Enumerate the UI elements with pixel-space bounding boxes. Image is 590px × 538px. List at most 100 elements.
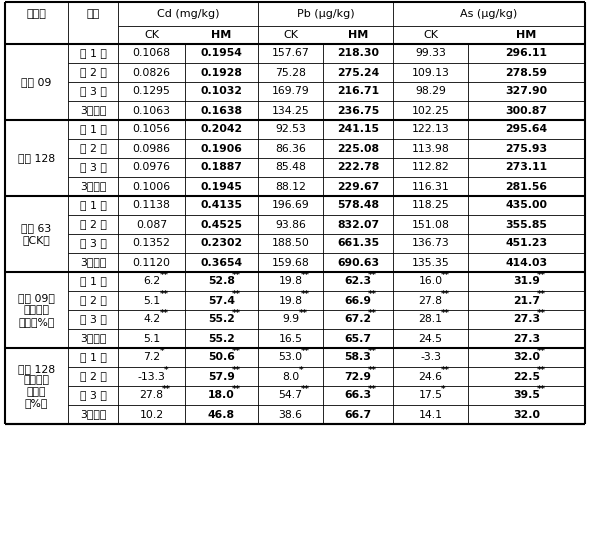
Text: **: ** (159, 309, 169, 318)
Text: 第 2 年: 第 2 年 (80, 144, 106, 153)
Text: 秀水 128
较对照下
降幅度
（%）: 秀水 128 较对照下 降幅度 （%） (18, 364, 55, 408)
Text: 159.68: 159.68 (271, 258, 309, 267)
Text: 0.0986: 0.0986 (133, 144, 171, 153)
Text: 275.24: 275.24 (337, 67, 379, 77)
Text: 0.2042: 0.2042 (201, 124, 242, 134)
Text: HM: HM (211, 30, 232, 40)
Text: **: ** (232, 366, 241, 375)
Text: CK: CK (144, 30, 159, 40)
Text: **: ** (441, 309, 450, 318)
Text: 196.69: 196.69 (271, 201, 309, 210)
Text: **: ** (301, 385, 310, 394)
Text: 578.48: 578.48 (337, 201, 379, 210)
Text: 27.8: 27.8 (418, 295, 442, 306)
Text: 109.13: 109.13 (412, 67, 450, 77)
Text: **: ** (368, 347, 378, 356)
Text: 0.1295: 0.1295 (133, 87, 171, 96)
Text: 第 3 年: 第 3 年 (80, 238, 106, 249)
Text: 0.1945: 0.1945 (201, 181, 242, 192)
Text: 32.0: 32.0 (513, 409, 540, 420)
Text: 秀水 128: 秀水 128 (18, 153, 55, 163)
Text: **: ** (301, 347, 310, 356)
Text: 第 2 年: 第 2 年 (80, 372, 106, 381)
Text: **: ** (299, 309, 307, 318)
Text: 57.4: 57.4 (208, 295, 235, 306)
Text: 236.75: 236.75 (337, 105, 379, 116)
Text: **: ** (441, 271, 450, 280)
Text: 355.85: 355.85 (506, 220, 548, 230)
Text: As (μg/kg): As (μg/kg) (460, 9, 517, 19)
Text: 157.67: 157.67 (271, 48, 309, 59)
Text: 3年平均: 3年平均 (80, 334, 106, 343)
Text: 16.5: 16.5 (278, 334, 303, 343)
Text: 0.087: 0.087 (136, 220, 167, 230)
Text: 661.35: 661.35 (337, 238, 379, 249)
Text: 19.8: 19.8 (278, 277, 303, 287)
Text: *: * (159, 347, 164, 356)
Text: 273.11: 273.11 (506, 162, 548, 173)
Text: 169.79: 169.79 (271, 87, 309, 96)
Text: 21.7: 21.7 (513, 295, 540, 306)
Text: 24.5: 24.5 (418, 334, 442, 343)
Text: 136.73: 136.73 (412, 238, 450, 249)
Text: 3年平均: 3年平均 (80, 181, 106, 192)
Text: 18.0: 18.0 (208, 391, 235, 400)
Text: 134.25: 134.25 (271, 105, 309, 116)
Text: **: ** (159, 290, 169, 299)
Text: 10.2: 10.2 (139, 409, 163, 420)
Text: **: ** (368, 290, 378, 299)
Text: 第 1 年: 第 1 年 (80, 124, 106, 134)
Text: 第 1 年: 第 1 年 (80, 352, 106, 363)
Text: **: ** (368, 385, 378, 394)
Text: 0.1138: 0.1138 (133, 201, 171, 210)
Text: **: ** (162, 385, 171, 394)
Text: CK: CK (283, 30, 298, 40)
Text: *: * (299, 366, 303, 375)
Text: **: ** (537, 290, 546, 299)
Text: 327.90: 327.90 (506, 87, 548, 96)
Text: 66.7: 66.7 (345, 409, 372, 420)
Text: 116.31: 116.31 (412, 181, 450, 192)
Text: 229.67: 229.67 (337, 181, 379, 192)
Text: 414.03: 414.03 (506, 258, 548, 267)
Text: 151.08: 151.08 (412, 220, 450, 230)
Text: **: ** (232, 347, 241, 356)
Text: 5.1: 5.1 (143, 334, 160, 343)
Text: 0.1954: 0.1954 (201, 48, 242, 59)
Text: 0.1006: 0.1006 (132, 181, 171, 192)
Text: 281.56: 281.56 (506, 181, 548, 192)
Text: Cd (mg/kg): Cd (mg/kg) (157, 9, 219, 19)
Text: 98.29: 98.29 (415, 87, 446, 96)
Text: 第 1 年: 第 1 年 (80, 201, 106, 210)
Text: 第 3 年: 第 3 年 (80, 162, 106, 173)
Text: 5.1: 5.1 (143, 295, 160, 306)
Text: **: ** (537, 271, 546, 280)
Text: 27.8: 27.8 (139, 391, 163, 400)
Text: 0.1120: 0.1120 (133, 258, 171, 267)
Text: **: ** (301, 290, 310, 299)
Text: 75.28: 75.28 (275, 67, 306, 77)
Text: 第 1 年: 第 1 年 (80, 48, 106, 59)
Text: 88.12: 88.12 (275, 181, 306, 192)
Text: **: ** (441, 366, 450, 375)
Text: 46.8: 46.8 (208, 409, 235, 420)
Text: **: ** (232, 309, 241, 318)
Text: 278.59: 278.59 (506, 67, 548, 77)
Text: Pb (μg/kg): Pb (μg/kg) (297, 9, 355, 19)
Text: 216.71: 216.71 (337, 87, 379, 96)
Text: HM: HM (348, 30, 368, 40)
Text: 0.1928: 0.1928 (201, 67, 242, 77)
Text: **: ** (441, 290, 450, 299)
Text: -3.3: -3.3 (420, 352, 441, 363)
Text: *: * (164, 366, 169, 375)
Text: 0.2302: 0.2302 (201, 238, 242, 249)
Text: 55.2: 55.2 (208, 315, 235, 324)
Text: 0.0976: 0.0976 (133, 162, 171, 173)
Text: 0.1068: 0.1068 (133, 48, 171, 59)
Text: 4.2: 4.2 (143, 315, 160, 324)
Text: 7.2: 7.2 (143, 352, 160, 363)
Text: 72.9: 72.9 (345, 372, 372, 381)
Text: 295.64: 295.64 (506, 124, 548, 134)
Text: 年度: 年度 (86, 9, 100, 19)
Text: 135.35: 135.35 (412, 258, 450, 267)
